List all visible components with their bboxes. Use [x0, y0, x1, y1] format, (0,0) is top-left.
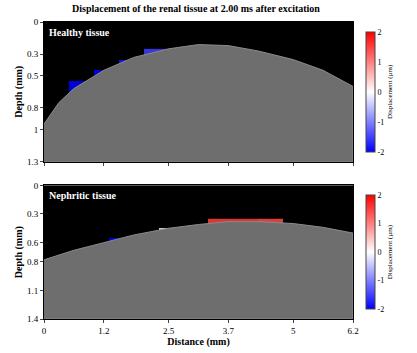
svg-text:0: 0 [378, 248, 382, 257]
svg-text:6.2: 6.2 [347, 326, 358, 336]
svg-text:0.5: 0.5 [27, 71, 39, 81]
svg-text:1: 1 [34, 125, 39, 135]
svg-text:-2: -2 [378, 148, 385, 157]
svg-text:0: 0 [34, 17, 39, 27]
svg-text:3.7: 3.7 [223, 326, 235, 336]
svg-text:0: 0 [378, 88, 382, 97]
svg-text:1: 1 [378, 219, 382, 228]
svg-text:Nephritic tissue: Nephritic tissue [49, 190, 117, 201]
svg-text:5: 5 [291, 326, 296, 336]
svg-text:1.2: 1.2 [98, 326, 109, 336]
svg-text:Healthy tissue: Healthy tissue [49, 27, 110, 38]
svg-text:2.5: 2.5 [163, 326, 175, 336]
svg-text:0: 0 [42, 326, 47, 336]
svg-text:1.1: 1.1 [27, 286, 38, 296]
svg-text:Depth (mm): Depth (mm) [13, 66, 25, 118]
svg-text:0.3: 0.3 [27, 49, 39, 59]
svg-text:Displacement (µm): Displacement (µm) [386, 64, 394, 119]
svg-text:Displacement of the renal tiss: Displacement of the renal tissue at 2.00… [72, 3, 320, 14]
svg-text:2: 2 [378, 28, 382, 37]
svg-text:-2: -2 [378, 305, 385, 314]
svg-text:0.6: 0.6 [27, 238, 39, 248]
svg-text:-1: -1 [378, 118, 385, 127]
svg-text:0.3: 0.3 [27, 209, 39, 219]
svg-text:0.8: 0.8 [27, 103, 39, 113]
svg-text:0.8: 0.8 [27, 257, 39, 267]
svg-text:Distance (mm): Distance (mm) [167, 336, 229, 348]
svg-text:1: 1 [378, 58, 382, 67]
svg-text:2: 2 [378, 191, 382, 200]
svg-text:1.3: 1.3 [27, 157, 39, 167]
svg-text:1.4: 1.4 [27, 314, 39, 324]
svg-text:Depth (mm): Depth (mm) [13, 226, 25, 278]
svg-text:0: 0 [34, 181, 39, 191]
svg-text:-1: -1 [378, 276, 385, 285]
svg-text:Displacement (µm): Displacement (µm) [386, 224, 394, 279]
